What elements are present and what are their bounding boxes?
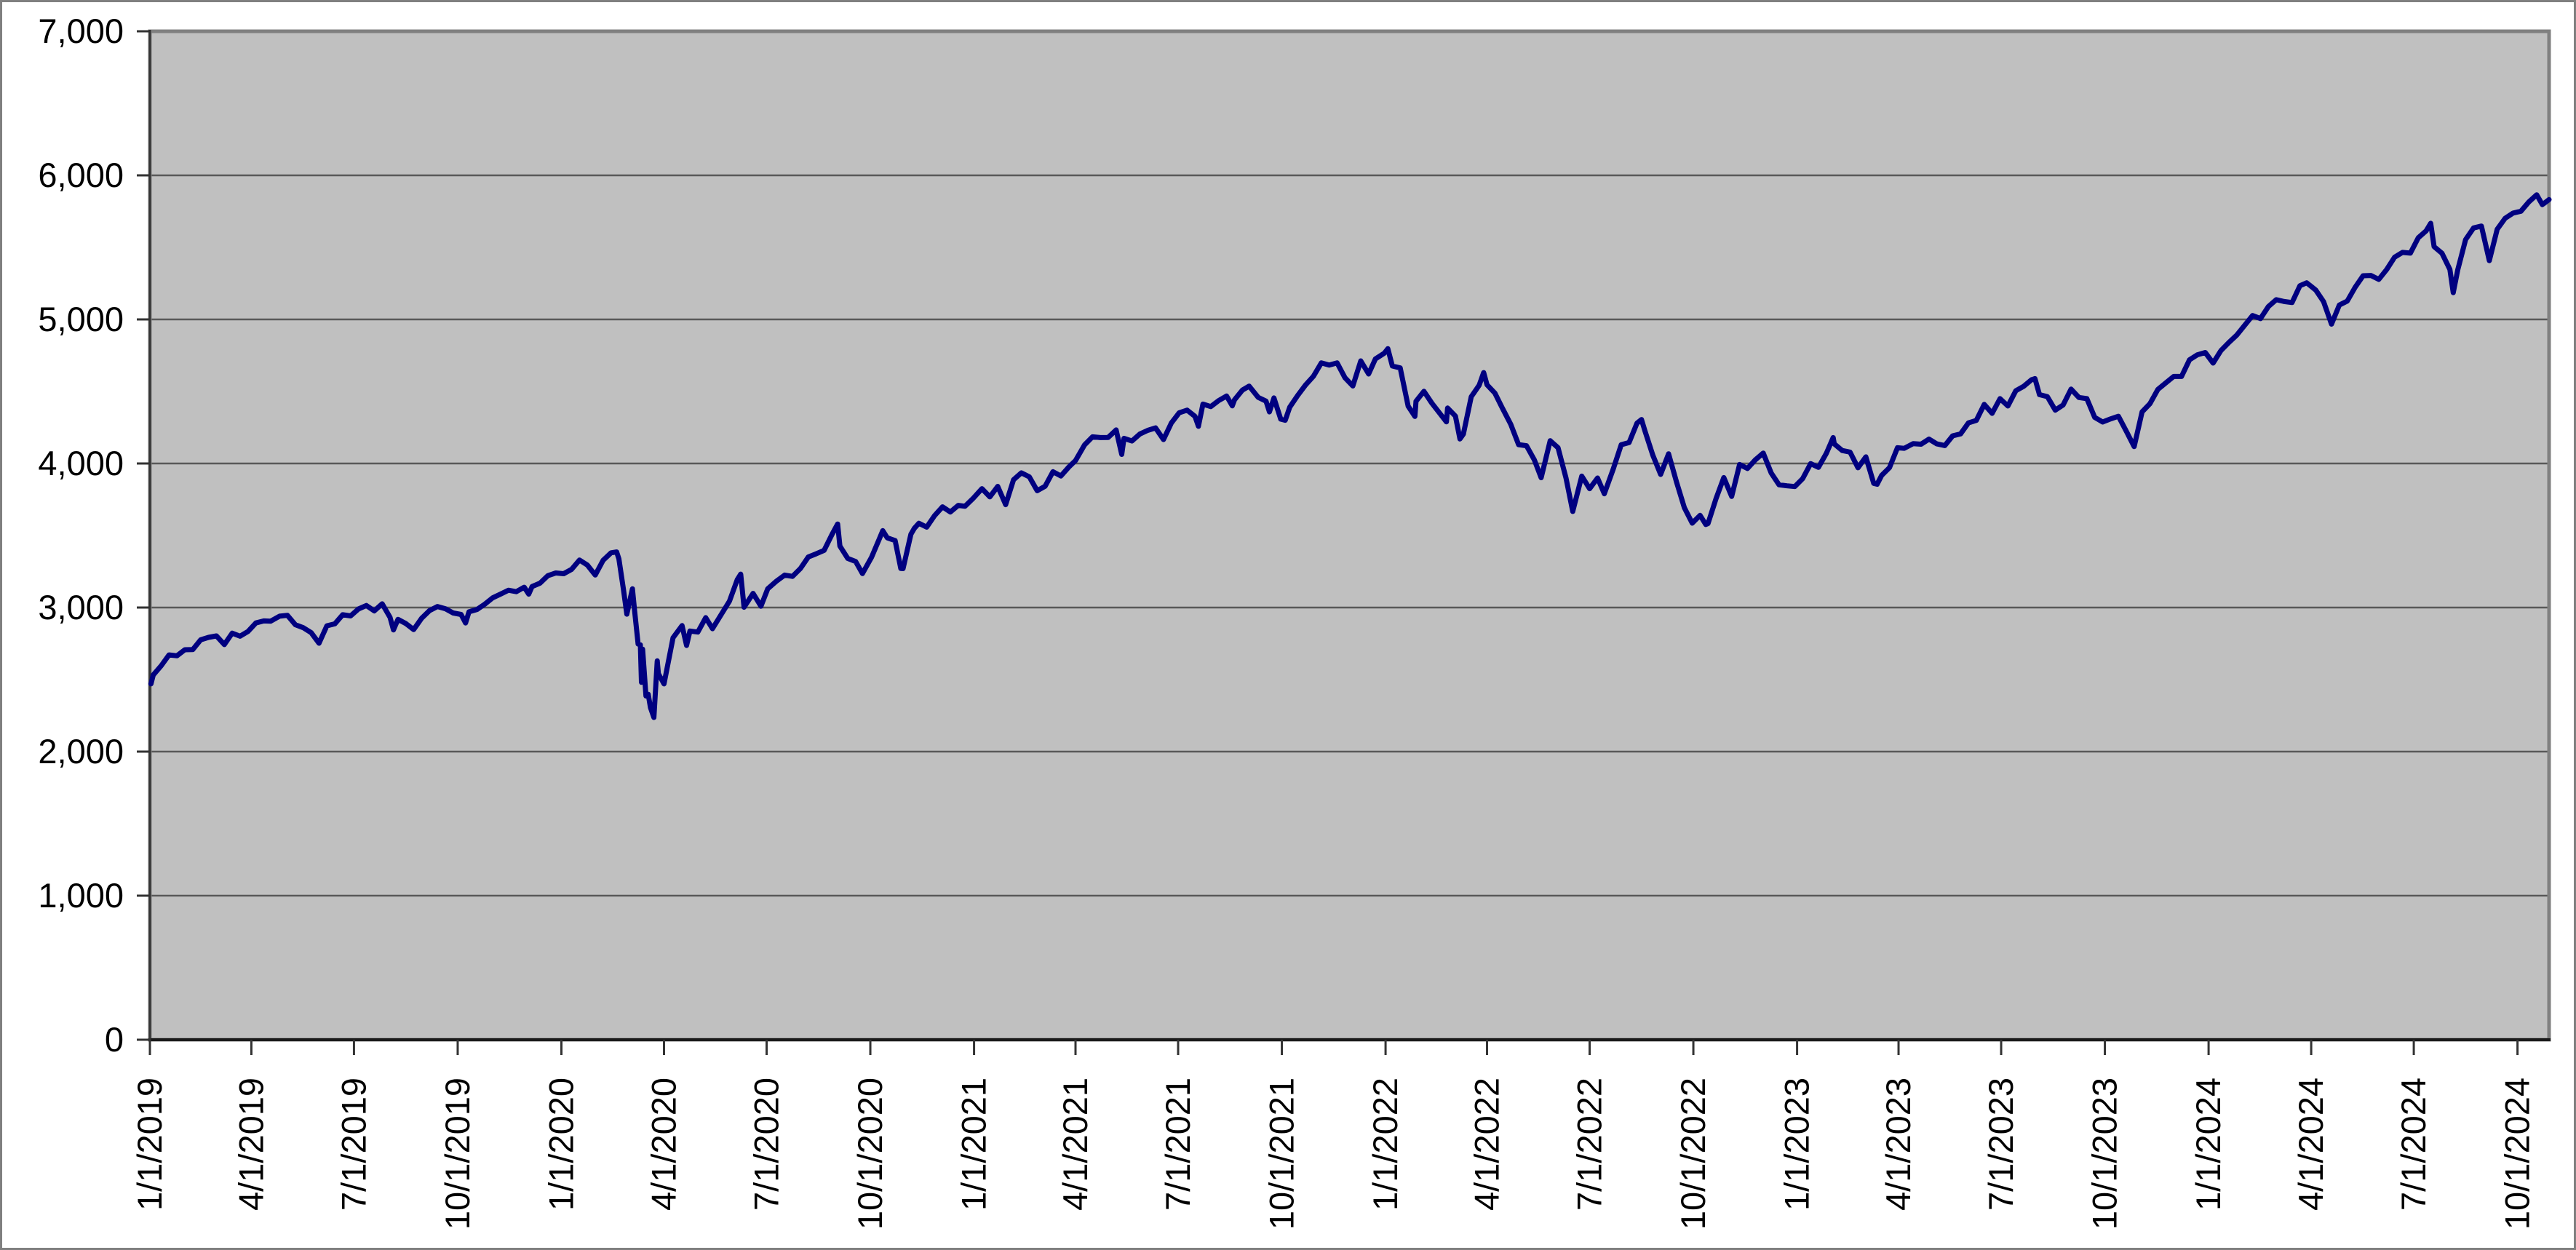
- x-tick-label: 1/1/2024: [2189, 1078, 2227, 1211]
- y-tick-label: 2,000: [38, 732, 124, 771]
- x-tick-label: 10/1/2024: [2498, 1078, 2537, 1230]
- y-tick-label: 3,000: [38, 588, 124, 626]
- x-tick-label: 1/1/2022: [1366, 1078, 1404, 1211]
- x-tick-label: 1/1/2020: [542, 1078, 581, 1211]
- y-tick-label: 4,000: [38, 444, 124, 482]
- x-tick-label: 1/1/2019: [130, 1078, 169, 1211]
- x-tick-label: 4/1/2019: [231, 1078, 270, 1211]
- price-line: [148, 192, 2552, 720]
- x-tick-label: 7/1/2021: [1158, 1078, 1197, 1211]
- x-tick-label: 4/1/2024: [2291, 1078, 2330, 1211]
- x-tick-label: 10/1/2023: [2086, 1078, 2124, 1230]
- x-tick-label: 1/1/2023: [1778, 1078, 1816, 1211]
- y-tick-label: 5,000: [38, 300, 124, 338]
- x-tick-label: 7/1/2023: [1981, 1078, 2020, 1211]
- x-tick-label: 1/1/2021: [955, 1078, 993, 1211]
- x-tick-label: 10/1/2022: [1674, 1078, 1712, 1230]
- y-tick-label: 6,000: [38, 156, 124, 194]
- x-tick-label: 4/1/2021: [1056, 1078, 1094, 1211]
- x-tick-label: 4/1/2020: [645, 1078, 683, 1211]
- x-tick-label: 7/1/2024: [2394, 1078, 2433, 1211]
- x-tick-label: 10/1/2021: [1263, 1078, 1301, 1230]
- x-tick-label: 7/1/2020: [747, 1078, 785, 1211]
- x-tick-label: 7/1/2022: [1570, 1078, 1609, 1211]
- y-tick-label: 7,000: [38, 12, 124, 50]
- plot-area: [150, 31, 2549, 1040]
- x-tick-label: 7/1/2019: [334, 1078, 373, 1211]
- y-tick-label: 1,000: [38, 876, 124, 915]
- x-tick-label: 4/1/2023: [1879, 1078, 1917, 1211]
- x-tick-label: 10/1/2020: [851, 1078, 889, 1230]
- x-tick-label: 4/1/2022: [1468, 1078, 1506, 1211]
- y-tick-label: 0: [105, 1020, 124, 1059]
- x-tick-label: 10/1/2019: [438, 1078, 477, 1230]
